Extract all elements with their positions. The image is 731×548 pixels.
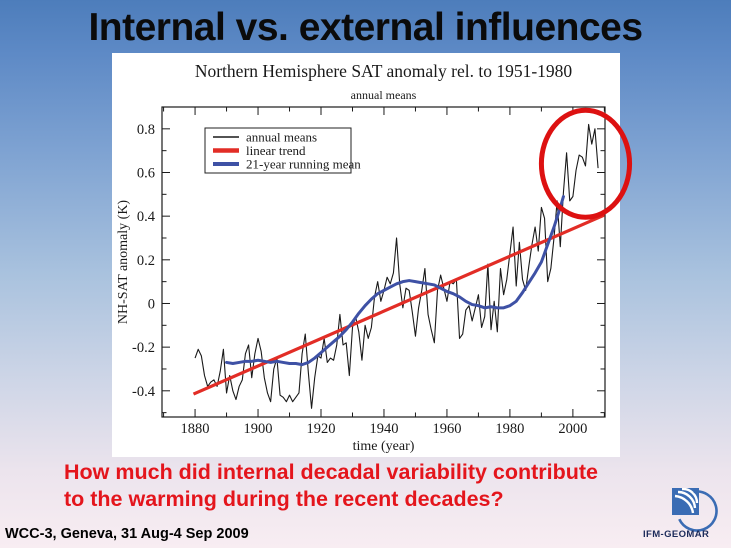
y-tick-label: 0.4 [137,209,156,225]
sat-anomaly-chart: Northern Hemisphere SAT anomaly rel. to … [116,61,633,454]
x-tick-label: 2000 [558,421,587,437]
ifm-geomar-logo-icon [672,488,718,532]
series-running-mean [225,195,565,367]
x-tick-label: 1880 [181,421,210,437]
question-line-2: to the warming during the recent decades… [64,487,504,511]
y-axis-label: NH-SAT anomaly (K) [116,200,131,325]
x-axis-label: time (year) [353,439,415,454]
chart-panel: Northern Hemisphere SAT anomaly rel. to … [112,53,633,457]
x-tick-label: 1940 [369,421,398,437]
series-linear-trend [192,213,606,396]
chart-subtitle: annual means [351,88,417,102]
logo-wave-arcs [674,488,699,514]
chart-title: Northern Hemisphere SAT anomaly rel. to … [195,61,573,81]
footer-text: WCC-3, Geneva, 31 Aug-4 Sep 2009 [5,526,249,542]
annotation-ellipse [538,107,633,220]
y-tick-label: 0.6 [137,165,155,181]
question-text: How much did internal decadal variabilit… [64,459,704,513]
ifm-geomar-logo-label: IFM-GEOMAR [643,529,710,540]
question-line-1: How much did internal decadal variabilit… [64,460,599,484]
x-tick-label: 1900 [244,421,273,437]
ifm-geomar-logo: IFM-GEOMAR [643,482,725,544]
legend-label: annual means [246,130,317,145]
y-tick-label: 0 [148,296,155,312]
slide-title: Internal vs. external influences [88,6,643,49]
logo-swoosh-circle [678,490,718,532]
legend-label: linear trend [246,143,306,158]
y-tick-label: -0.2 [132,340,155,356]
x-tick-label: 1920 [307,421,336,437]
legend-label: 21-year running mean [246,157,361,172]
y-tick-label: 0.8 [137,122,155,138]
y-tick-label: -0.4 [132,384,156,400]
x-tick-label: 1980 [495,421,524,437]
x-tick-label: 1960 [432,421,461,437]
y-tick-label: 0.2 [137,253,155,269]
